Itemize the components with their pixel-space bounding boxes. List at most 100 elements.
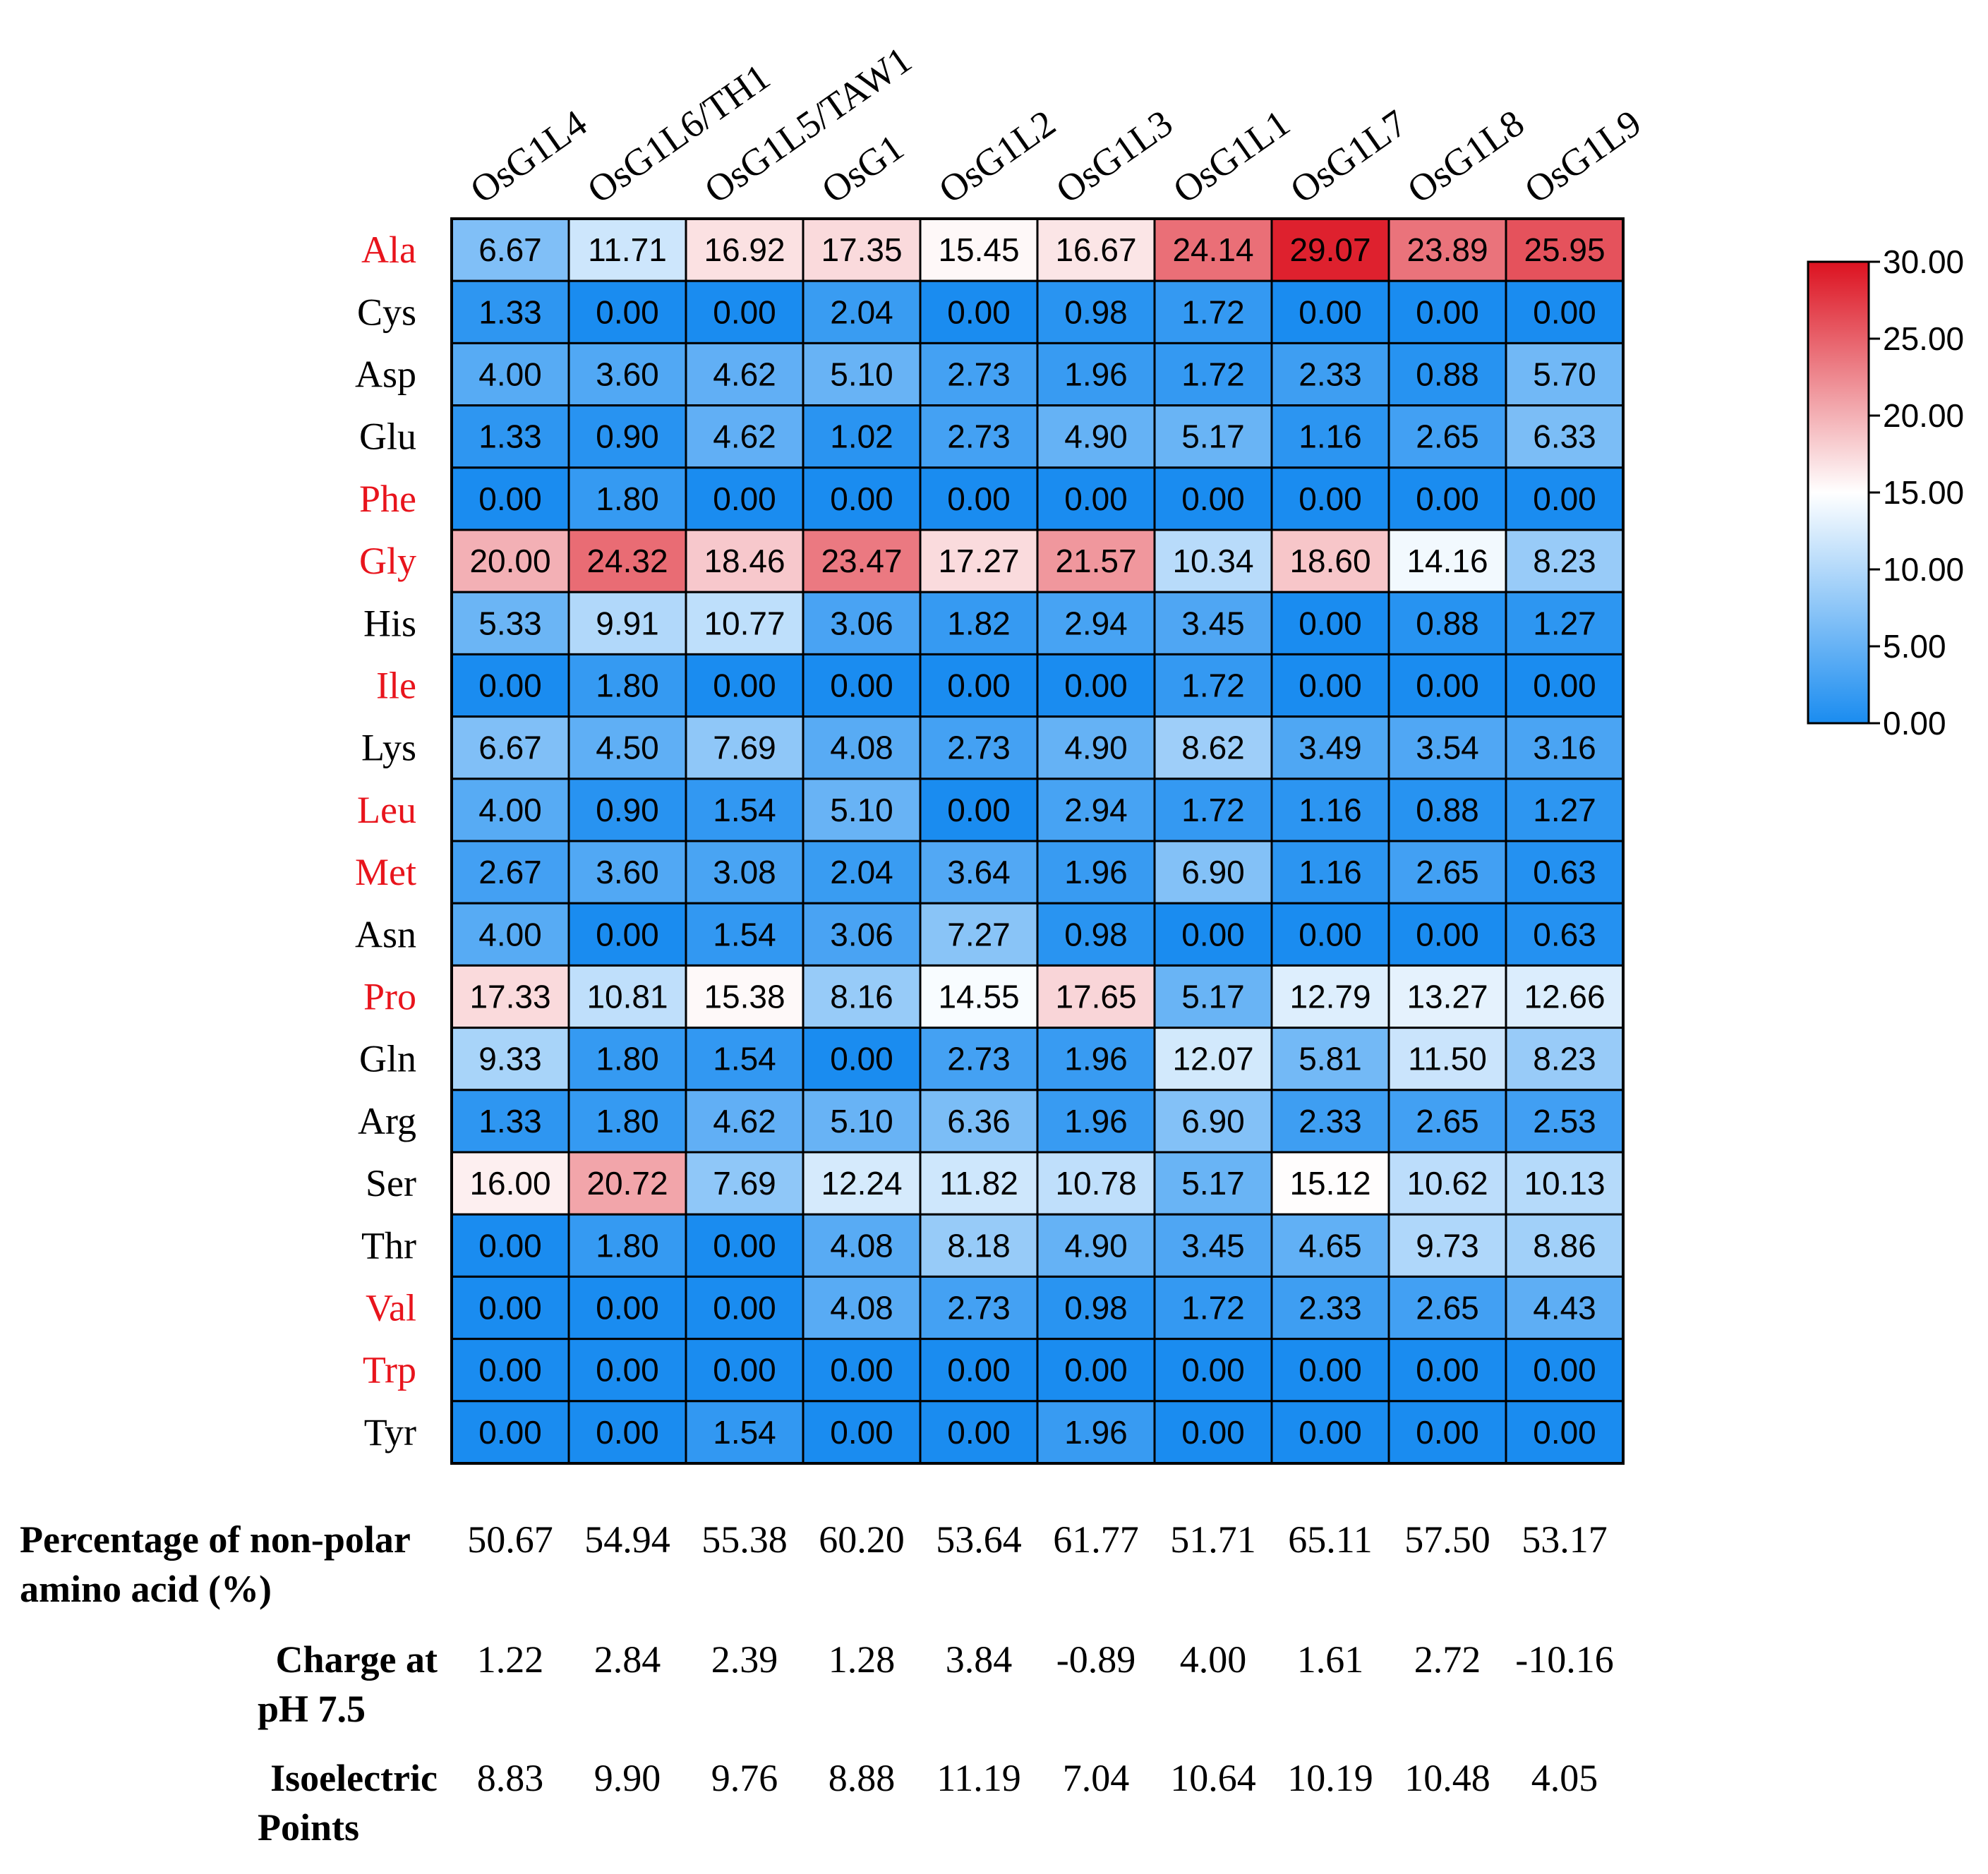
cell-value: 5.81 [1299,1041,1362,1077]
cell-value: 11.71 [588,231,667,268]
cell-value: 0.00 [478,667,542,704]
cell-value: 0.88 [1416,792,1479,828]
cell-value: 0.00 [1533,1352,1596,1389]
cell-value: 0.00 [1064,667,1128,704]
summary-value: 2.39 [711,1638,778,1681]
heatmap-cell [567,279,687,344]
cell-value: 7.69 [713,1165,776,1202]
cell-value: 0.00 [478,1290,542,1326]
heatmap-cell [1505,1213,1625,1278]
heatmap-cell [1036,964,1156,1029]
cell-value: 1.72 [1181,792,1245,828]
cell-value: 2.33 [1299,356,1362,393]
cell-value: 1.02 [830,418,893,455]
row-label: Asp [355,353,416,396]
cell-value: 16.67 [1055,231,1136,268]
cell-value: 6.90 [1181,854,1245,890]
cell-value: 2.73 [947,418,1011,455]
legend-tick-label: 15.00 [1883,474,1964,511]
cell-value: 18.60 [1289,543,1370,579]
cell-value: 4.00 [478,916,542,953]
cell-value: 0.00 [1299,916,1362,953]
heatmap-cell [802,1400,922,1465]
heatmap-cell [802,528,922,593]
cell-value: 9.91 [596,605,659,641]
heatmap-cell [1153,715,1273,780]
cell-value: 0.00 [713,294,776,330]
heatmap-cell [1505,1151,1625,1216]
heatmap-cell [685,840,805,905]
row-label: Thr [361,1224,416,1267]
heatmap-cell [450,404,570,469]
cell-value: 0.00 [1181,916,1245,953]
cell-value: 0.00 [1064,1352,1128,1389]
heatmap-cell [1270,404,1390,469]
heatmap-cell [1387,1338,1507,1403]
heatmap-cell [1036,528,1156,593]
heatmap-cell [1387,341,1507,407]
cell-value: 15.12 [1289,1165,1370,1202]
cell-value: 0.00 [478,1352,542,1389]
summary-value: 50.67 [467,1518,553,1561]
heatmap-cell [567,1027,687,1092]
cell-value: 4.00 [478,792,542,828]
summary-value: -10.16 [1515,1638,1613,1681]
cell-value: 4.90 [1064,1227,1128,1264]
cell-value: 0.00 [947,1352,1011,1389]
cell-value: 0.00 [1416,294,1479,330]
cell-value: 3.64 [947,854,1011,890]
row-label: Trp [363,1349,416,1391]
cell-value: 2.94 [1064,605,1128,641]
cell-value: 0.00 [830,667,893,704]
cell-value: 2.73 [947,1290,1011,1326]
cell-value: 5.10 [830,356,893,393]
summary-label: amino acid (%) [20,1568,272,1610]
column-label: OsG1L2 [931,102,1063,212]
cell-value: 4.62 [713,356,776,393]
heatmap-cell [1270,840,1390,905]
legend-ticks: 0.00 5.00 10.00 15.00 20.00 25.00 30.00 [1869,243,1964,742]
heatmap-cell [567,1400,687,1465]
cell-value: 12.79 [1289,979,1370,1015]
heatmap-cell [802,1275,922,1341]
cell-value: 0.00 [1533,1414,1596,1451]
heatmap-cell [1036,715,1156,780]
legend-tick-label: 10.00 [1883,551,1964,588]
heatmap-cell [802,1151,922,1216]
row-label: Lys [361,727,416,769]
row-label: Leu [357,789,416,831]
summary-value: 53.17 [1522,1518,1608,1561]
cell-value: 0.00 [596,916,659,953]
cell-value: 4.62 [713,1103,776,1139]
summary-value: 1.28 [829,1638,896,1681]
heatmap-cell [567,1338,687,1403]
cell-value: 3.45 [1181,605,1245,641]
summary-value: 4.00 [1180,1638,1247,1681]
cell-value: 1.54 [713,1041,776,1077]
summary-value: 10.19 [1287,1757,1373,1799]
cell-value: 24.14 [1172,231,1253,268]
heatmap-cell [1270,466,1390,531]
cell-value: 17.65 [1055,979,1136,1015]
legend-tick-label: 0.00 [1883,705,1946,742]
heatmap-cell [567,778,687,842]
summary-value: 2.72 [1414,1638,1481,1681]
cell-value: 10.34 [1172,543,1253,579]
summary-value: 8.83 [477,1757,544,1799]
cell-value: 1.96 [1064,1041,1128,1077]
cell-value: 0.00 [1299,667,1362,704]
cell-value: 6.67 [478,730,542,766]
heatmap-cell [450,217,570,282]
cell-value: 5.17 [1181,1165,1245,1202]
cell-value: 1.33 [478,418,542,455]
cell-value: 0.00 [478,1414,542,1451]
cell-value: 0.00 [947,480,1011,517]
heatmap-cell [919,528,1039,593]
heatmap-cell [919,1400,1039,1465]
heatmap-cell [1387,528,1507,593]
heatmap-cell [1387,466,1507,531]
heatmap-cell [567,653,687,718]
cell-value: 1.96 [1064,356,1128,393]
legend-tick-label: 25.00 [1883,320,1964,357]
